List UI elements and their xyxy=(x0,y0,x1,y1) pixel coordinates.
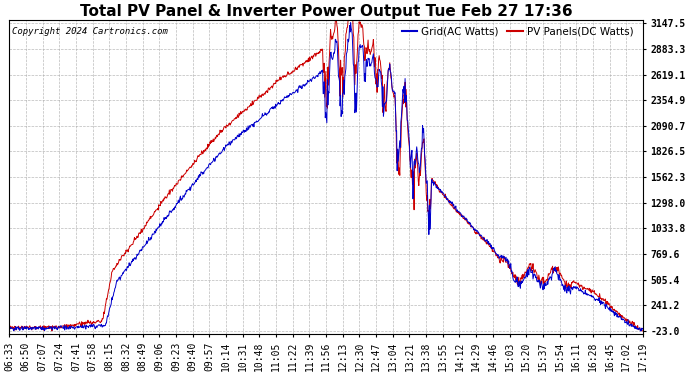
Grid(AC Watts) xyxy=(112,282,120,287)
Legend: Grid(AC Watts), PV Panels(DC Watts): Grid(AC Watts), PV Panels(DC Watts) xyxy=(397,22,638,41)
Grid(AC Watts) xyxy=(639,327,647,331)
PV Panels(DC Watts) xyxy=(90,319,98,324)
PV Panels(DC Watts) xyxy=(353,64,361,69)
Text: Copyright 2024 Cartronics.com: Copyright 2024 Cartronics.com xyxy=(12,27,168,36)
Line: Grid(AC Watts): Grid(AC Watts) xyxy=(9,23,643,331)
Grid(AC Watts) xyxy=(219,148,227,152)
Grid(AC Watts) xyxy=(338,112,346,116)
Grid(AC Watts) xyxy=(352,91,360,95)
PV Panels(DC Watts) xyxy=(219,128,228,132)
PV Panels(DC Watts) xyxy=(5,325,13,329)
PV Panels(DC Watts) xyxy=(112,264,121,268)
PV Panels(DC Watts) xyxy=(339,95,347,99)
Grid(AC Watts) xyxy=(5,325,13,329)
Line: PV Panels(DC Watts): PV Panels(DC Watts) xyxy=(9,18,643,331)
PV Panels(DC Watts) xyxy=(280,74,288,78)
PV Panels(DC Watts) xyxy=(48,328,56,333)
Grid(AC Watts) xyxy=(346,21,355,25)
Grid(AC Watts) xyxy=(636,328,644,333)
Grid(AC Watts) xyxy=(89,322,97,327)
PV Panels(DC Watts) xyxy=(639,328,647,333)
PV Panels(DC Watts) xyxy=(345,16,353,20)
Title: Total PV Panel & Inverter Power Output Tue Feb 27 17:36: Total PV Panel & Inverter Power Output T… xyxy=(80,4,573,19)
Grid(AC Watts) xyxy=(280,96,288,100)
